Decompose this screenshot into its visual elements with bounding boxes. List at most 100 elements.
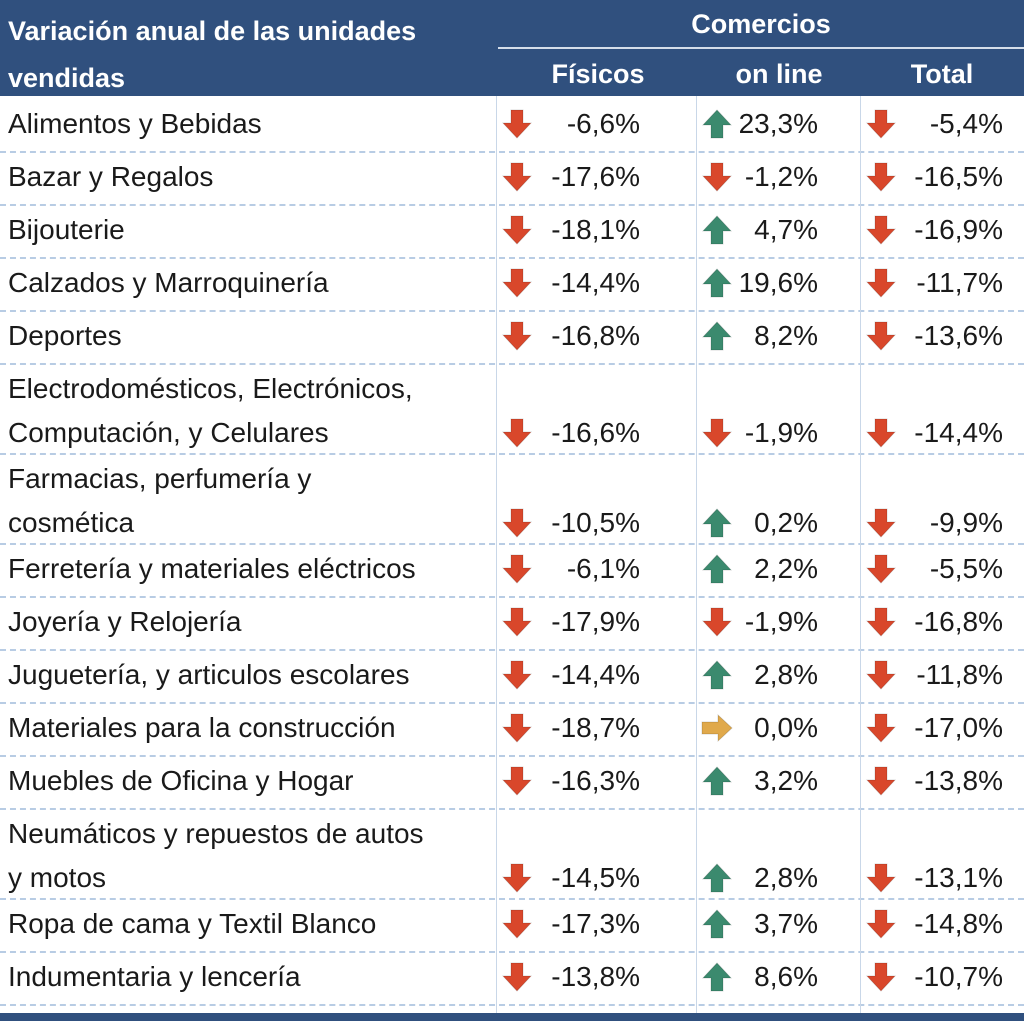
group-header-comercios: Comercios bbox=[691, 9, 831, 39]
value-total: -13,6% bbox=[914, 320, 1003, 351]
value-fisicos: -16,8% bbox=[551, 320, 640, 351]
value-online: -1,9% bbox=[744, 606, 818, 637]
category-label: Juguetería, y articulos escolares bbox=[8, 653, 410, 697]
category-label-line: Bazar y Regalos bbox=[8, 161, 214, 192]
value-total: -16,9% bbox=[914, 214, 1003, 245]
arrow-down-icon bbox=[500, 321, 534, 351]
category-label: Alimentos y Bebidas bbox=[8, 102, 262, 146]
table-row: Deportes -16,8% 8,2% -13,6% bbox=[0, 312, 1024, 365]
column-divider bbox=[860, 96, 861, 1013]
arrow-up-icon bbox=[700, 215, 734, 245]
arrow-down-icon bbox=[500, 162, 534, 192]
table-row: Bijouterie -18,1% 4,7% -16,9% bbox=[0, 206, 1024, 259]
row-divider bbox=[0, 755, 1024, 757]
table-title: Variación anual de las unidades vendidas bbox=[8, 8, 416, 102]
arrow-down-icon bbox=[864, 909, 898, 939]
row-divider bbox=[0, 649, 1024, 651]
table-title-line-2: vendidas bbox=[8, 63, 126, 93]
category-label-line: Joyería y Relojería bbox=[8, 606, 242, 637]
value-online: 19,6% bbox=[738, 267, 818, 298]
arrow-up-icon bbox=[700, 321, 734, 351]
value-total: -11,7% bbox=[916, 267, 1003, 298]
category-label: Ferretería y materiales eléctricos bbox=[8, 547, 416, 591]
arrow-down-icon bbox=[500, 909, 534, 939]
arrow-down-icon bbox=[864, 109, 898, 139]
arrow-down-icon bbox=[500, 554, 534, 584]
category-label-line: Deportes bbox=[8, 320, 122, 351]
table-row: Materiales para la construcción -18,7% 0,0… bbox=[0, 704, 1024, 757]
column-header-fisicos: Físicos bbox=[551, 59, 645, 89]
arrow-up-icon bbox=[700, 554, 734, 584]
arrow-down-icon bbox=[500, 268, 534, 298]
category-label-line: Bijouterie bbox=[8, 214, 125, 245]
value-online: -1,2% bbox=[744, 161, 818, 192]
table-row: Neumáticos y repuestos de autos y motos -1… bbox=[0, 810, 1024, 900]
value-online: 2,2% bbox=[754, 553, 818, 584]
category-label: Materiales para la construcción bbox=[8, 706, 396, 750]
row-divider bbox=[0, 257, 1024, 259]
column-header-online: on line bbox=[735, 59, 823, 89]
value-total: -14,4% bbox=[914, 417, 1003, 448]
value-fisicos: -16,6% bbox=[551, 417, 640, 448]
category-label-line: Electrodomésticos, Electrónicos, bbox=[8, 373, 413, 404]
value-total: -16,8% bbox=[914, 606, 1003, 637]
table-row: Juguetería, y articulos escolares -14,4% 2… bbox=[0, 651, 1024, 704]
value-total: -9,9% bbox=[929, 507, 1003, 538]
value-fisicos: -14,4% bbox=[551, 659, 640, 690]
category-label: Farmacias, perfumería y cosmética bbox=[8, 457, 311, 545]
category-label-line: Juguetería, y articulos escolares bbox=[8, 659, 410, 690]
value-fisicos: -18,1% bbox=[551, 214, 640, 245]
value-online: 2,8% bbox=[754, 862, 818, 893]
value-online: 4,7% bbox=[754, 214, 818, 245]
table-row: Muebles de Oficina y Hogar -16,3% 3,2% -13,… bbox=[0, 757, 1024, 810]
value-fisicos: -17,3% bbox=[551, 908, 640, 939]
arrow-down-icon bbox=[700, 418, 734, 448]
arrow-down-icon bbox=[864, 321, 898, 351]
value-fisicos: -13,8% bbox=[551, 961, 640, 992]
value-fisicos: -18,7% bbox=[551, 712, 640, 743]
arrow-down-icon bbox=[864, 554, 898, 584]
value-fisicos: -10,5% bbox=[551, 507, 640, 538]
category-label-line: Farmacias, perfumería y bbox=[8, 463, 312, 494]
arrow-down-icon bbox=[864, 660, 898, 690]
category-label: Bijouterie bbox=[8, 208, 125, 252]
row-divider bbox=[0, 1004, 1024, 1006]
value-total: -13,8% bbox=[914, 765, 1003, 796]
row-divider bbox=[0, 808, 1024, 810]
value-total: -11,8% bbox=[916, 659, 1003, 690]
arrow-down-icon bbox=[500, 962, 534, 992]
arrow-up-icon bbox=[700, 109, 734, 139]
category-label-line: Alimentos y Bebidas bbox=[8, 108, 262, 139]
table-row: Indumentaria y lencería -13,8% 8,6% -10,7% bbox=[0, 953, 1024, 1006]
arrow-down-icon bbox=[500, 418, 534, 448]
arrow-down-icon bbox=[500, 863, 534, 893]
category-label: Joyería y Relojería bbox=[8, 600, 241, 644]
arrow-down-icon bbox=[700, 162, 734, 192]
value-total: -14,8% bbox=[914, 908, 1003, 939]
value-online: 3,7% bbox=[754, 908, 818, 939]
row-divider bbox=[0, 151, 1024, 153]
category-label: Electrodomésticos, Electrónicos, Computac… bbox=[8, 367, 413, 455]
category-label-line: Ferretería y materiales eléctricos bbox=[8, 553, 416, 584]
arrow-up-icon bbox=[700, 863, 734, 893]
category-label-line: Calzados y Marroquinería bbox=[8, 267, 329, 298]
arrow-down-icon bbox=[500, 607, 534, 637]
group-header-underline bbox=[498, 47, 1024, 49]
arrow-down-icon bbox=[864, 766, 898, 796]
category-label-line: Ropa de cama y Textil Blanco bbox=[8, 908, 377, 939]
table-row: Ferretería y materiales eléctricos -6,1% 2… bbox=[0, 545, 1024, 598]
value-online: 8,2% bbox=[754, 320, 818, 351]
arrow-down-icon bbox=[500, 766, 534, 796]
arrow-down-icon bbox=[864, 268, 898, 298]
arrow-down-icon bbox=[864, 215, 898, 245]
arrow-down-icon bbox=[864, 162, 898, 192]
category-label-line: Muebles de Oficina y Hogar bbox=[8, 765, 354, 796]
arrow-up-icon bbox=[700, 660, 734, 690]
category-label: Bazar y Regalos bbox=[8, 155, 213, 199]
category-label-line: Computación, y Celulares bbox=[8, 417, 329, 448]
category-label-line: y motos bbox=[8, 862, 107, 893]
table-title-line-1: Variación anual de las unidades bbox=[8, 16, 417, 46]
category-label-line: Indumentaria y lencería bbox=[8, 961, 301, 992]
row-divider bbox=[0, 951, 1024, 953]
arrow-up-icon bbox=[700, 962, 734, 992]
